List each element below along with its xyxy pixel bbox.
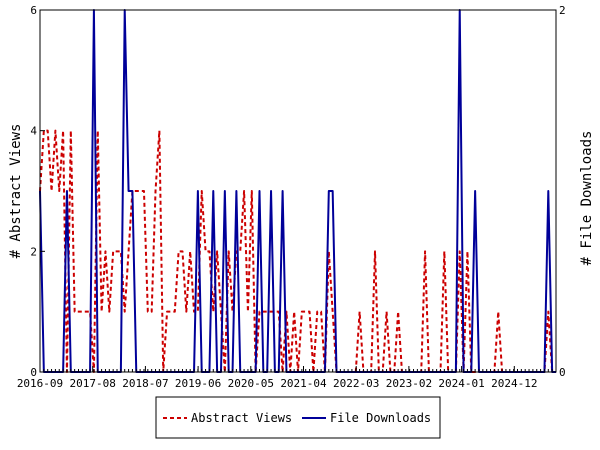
y-left-tick-label: 0 <box>30 366 37 379</box>
legend-label-file-downloads: File Downloads <box>330 411 431 425</box>
tick-layer: 2016-09 2017-08 2018-07 2019-06 2020-05 2021-… <box>17 4 566 390</box>
x-tick-label: 2021-04 <box>280 377 327 390</box>
x-tick-label: 2024-12 <box>491 377 537 390</box>
legend-box <box>155 396 441 439</box>
y-axis-left-title: # Abstract Views <box>8 124 24 259</box>
legend: Abstract Views File Downloads <box>155 396 441 439</box>
y-left-tick-label: 4 <box>30 125 37 138</box>
y-right-tick-label: 0 <box>559 366 566 379</box>
x-tick-label: 2016-09 <box>17 377 63 390</box>
x-tick-label: 2018-07 <box>122 377 168 390</box>
x-tick-label: 2019-06 <box>175 377 221 390</box>
x-tick-label: 2022-03 <box>333 377 379 390</box>
x-tick-label: 2023-02 <box>386 377 432 390</box>
x-tick-label: 2017-08 <box>70 377 116 390</box>
y-right-tick-label: 2 <box>559 4 566 17</box>
y-left-tick-label: 2 <box>30 245 37 258</box>
y-left-tick-label: 6 <box>30 4 37 17</box>
y-axis-right-title: # File Downloads <box>579 131 595 266</box>
x-tick-label: 2020-05 <box>228 377 274 390</box>
legend-label-abstract-views: Abstract Views <box>191 411 292 425</box>
x-tick-label: 2024-01 <box>438 377 484 390</box>
